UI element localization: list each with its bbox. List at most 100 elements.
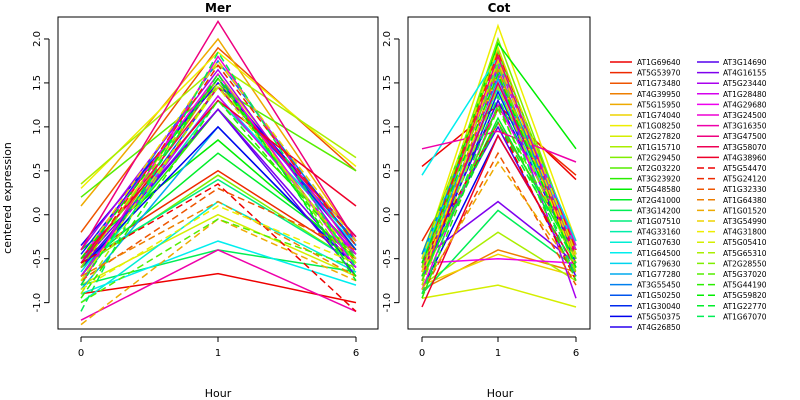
x-tick-label: 0 [419, 348, 425, 359]
legend-item: AT1G67070 [697, 312, 767, 321]
legend-label: AT3G14200 [637, 206, 681, 215]
x-tick-label: 6 [573, 348, 579, 359]
legend-label: AT3G47500 [723, 132, 767, 141]
legend-label: AT3G14690 [723, 58, 767, 67]
panel-title: Mer [205, 1, 231, 15]
legend-label: AT3G16350 [723, 122, 767, 131]
legend-item: AT2G27820 [610, 132, 681, 141]
legend-item: AT3G54990 [697, 217, 767, 226]
legend-item: AT1G32330 [697, 185, 767, 194]
legend-item: AT1G15710 [610, 143, 681, 152]
legend-label: AT5G23440 [723, 79, 767, 88]
series-line [421, 103, 577, 181]
legend-label: AT2G03220 [637, 164, 681, 173]
legend-item: AT4G33160 [610, 228, 681, 237]
series-line [80, 55, 357, 286]
x-axis: 0 1 6 [419, 336, 579, 359]
legend-item: AT5G44190 [697, 281, 767, 290]
series-line [80, 218, 357, 304]
legend-item: AT3G14690 [697, 58, 767, 67]
legend-label: AT1G22770 [723, 302, 767, 311]
legend-item: AT4G29680 [697, 100, 767, 109]
series-line [80, 249, 357, 321]
series-line [421, 72, 577, 277]
series-line [80, 205, 357, 291]
series-line [80, 240, 357, 295]
x-tick-label: 1 [495, 348, 501, 359]
y-tick-label: -0.5 [382, 249, 393, 269]
series-line [80, 37, 357, 242]
legend-label: AT4G29680 [723, 100, 767, 109]
legend-item: AT1G73480 [610, 79, 681, 88]
legend-item: AT1G50250 [610, 291, 681, 300]
legend-item: AT5G65310 [697, 249, 767, 258]
y-tick-label: -1.0 [382, 293, 393, 313]
legend-label: AT3G24500 [723, 111, 767, 120]
series-line [421, 253, 577, 286]
legend-label: AT1G28480 [723, 90, 767, 99]
legend-label: AT5G54470 [723, 164, 767, 173]
series-line [80, 99, 357, 299]
x-tick-label: 6 [353, 348, 359, 359]
legend-item: AT1G07510 [610, 217, 681, 226]
legend-item: AT3G16350 [697, 122, 767, 131]
legend-item: AT5G53970 [610, 69, 681, 78]
series-line [80, 218, 357, 326]
legend-label: AT4G39950 [637, 90, 681, 99]
y-tick-label: -1.0 [32, 293, 43, 313]
legend-item: AT1G01520 [697, 206, 767, 215]
series-line [80, 81, 357, 246]
legend-label: AT5G53970 [637, 69, 681, 78]
series-line [421, 200, 577, 264]
y-tick-label: 0.5 [382, 163, 393, 179]
legend-label: AT1G07510 [637, 217, 681, 226]
legend-label: AT5G05410 [723, 238, 767, 247]
legend-label: AT3G55450 [637, 281, 681, 290]
legend-label: AT5G48580 [637, 185, 681, 194]
legend-item: AT5G50375 [610, 312, 681, 321]
legend-item: AT1G74040 [610, 111, 681, 120]
x-axis: 0 1 6 [78, 336, 359, 359]
legend-item: AT1G79630 [610, 259, 681, 268]
series-line [421, 80, 577, 277]
series-lines [80, 19, 357, 326]
y-tick-label: 0.5 [32, 163, 43, 179]
legend-label: AT1G79630 [637, 259, 681, 268]
legend-label: AT5G15950 [637, 100, 681, 109]
legend-label: AT1G64380 [723, 196, 767, 205]
series-line [421, 23, 577, 259]
legend-item: AT1G08250 [610, 122, 681, 131]
legend-label: AT2G41000 [637, 196, 681, 205]
y-tick-label: -0.5 [32, 249, 43, 269]
legend-item: AT1G28480 [697, 90, 767, 99]
legend-item: AT2G03220 [610, 164, 681, 173]
legend-label: AT1G50250 [637, 291, 681, 300]
legend-item: AT4G38960 [697, 153, 767, 162]
series-line [80, 187, 357, 282]
x-axis-label-cot: Hour [487, 387, 514, 400]
y-axis-label: centered expression [1, 142, 14, 254]
legend-label: AT4G38960 [723, 153, 767, 162]
y-tick-label: 1.0 [32, 119, 43, 135]
series-line [80, 249, 357, 286]
series-line [421, 209, 577, 295]
x-tick-label: 1 [215, 348, 221, 359]
legend-item: AT1G07630 [610, 238, 681, 247]
legend-item: AT5G24120 [697, 175, 767, 184]
legend-label: AT3G54990 [723, 217, 767, 226]
series-line [421, 45, 577, 259]
legend-item: AT5G37020 [697, 270, 767, 279]
legend: AT1G69640AT5G53970AT1G73480AT4G39950AT5G… [610, 58, 767, 332]
series-line [80, 51, 357, 189]
legend-label: AT2G29450 [637, 153, 681, 162]
series-line [80, 64, 357, 268]
legend-item: AT5G48580 [610, 185, 681, 194]
series-line [80, 46, 357, 233]
legend-item: AT3G14200 [610, 206, 681, 215]
series-line [80, 77, 357, 277]
legend-item: AT2G41000 [610, 196, 681, 205]
series-line [80, 72, 357, 286]
series-line [421, 72, 577, 268]
legend-item: AT3G23920 [610, 175, 681, 184]
legend-item: AT5G23440 [697, 79, 767, 88]
